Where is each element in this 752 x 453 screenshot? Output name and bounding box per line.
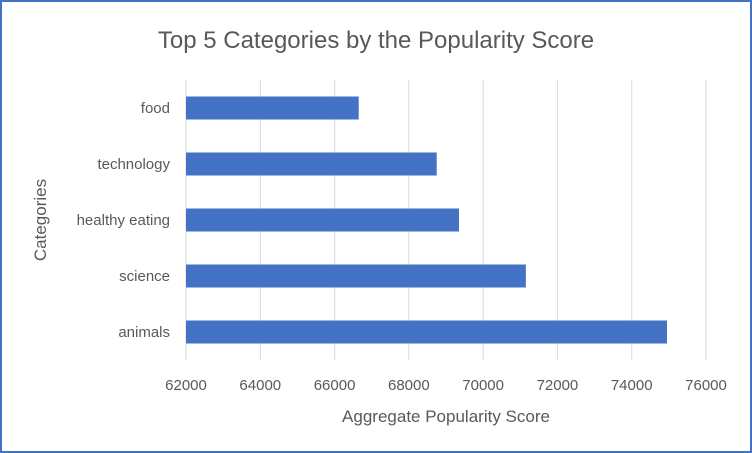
bar-science [186, 264, 526, 288]
x-tick-label: 76000 [685, 377, 727, 394]
x-tick-label: 66000 [314, 377, 356, 394]
y-axis-title: Categories [31, 179, 50, 261]
x-tick-labels: 62000 64000 66000 68000 70000 72000 74000 76000 [165, 377, 727, 394]
chart-title: Top 5 Categories by the Popularity Score [158, 27, 594, 54]
x-tick-label: 70000 [462, 377, 504, 394]
x-tick-label: 74000 [611, 377, 653, 394]
bar-healthy-eating [186, 208, 459, 232]
y-tick-labels: food technology healthy eating science anima… [77, 100, 171, 341]
bars [186, 96, 667, 344]
x-tick-label: 72000 [537, 377, 579, 394]
x-tick-label: 64000 [239, 377, 281, 394]
y-tick-label: healthy eating [77, 212, 170, 229]
bar-food [186, 96, 359, 120]
y-tick-label: technology [97, 156, 170, 173]
x-axis-title: Aggregate Popularity Score [342, 407, 550, 426]
y-tick-label: food [141, 100, 170, 117]
y-tick-label: animals [118, 324, 170, 341]
y-tick-label: science [119, 268, 170, 285]
x-tick-label: 62000 [165, 377, 207, 394]
bar-animals [186, 320, 667, 344]
x-tick-label: 68000 [388, 377, 430, 394]
bar-technology [186, 152, 437, 176]
